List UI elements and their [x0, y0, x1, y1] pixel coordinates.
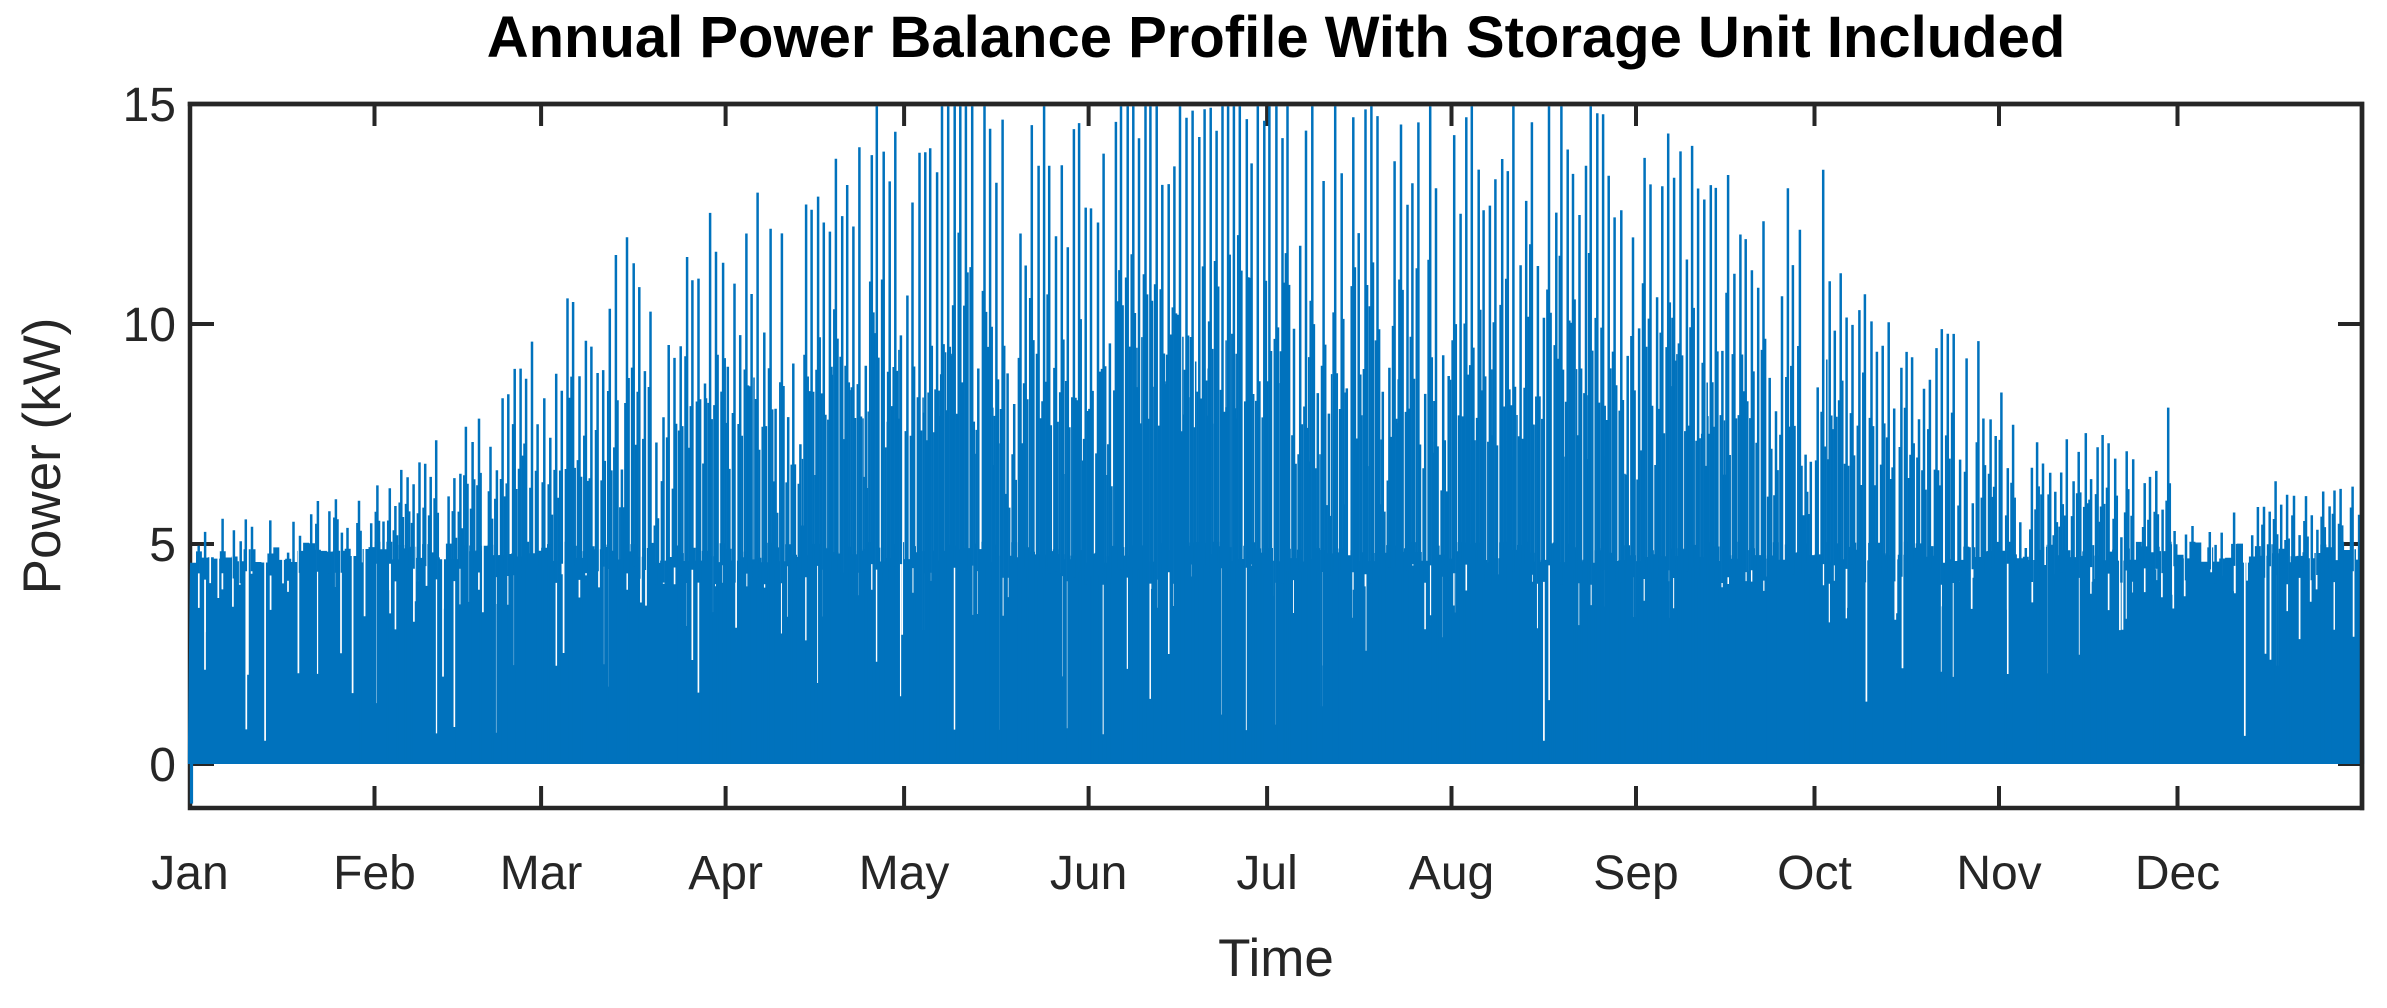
x-tick-label-may: May [859, 847, 950, 900]
x-tick-label-aug: Aug [1409, 847, 1494, 900]
x-tick-label-mar: Mar [500, 847, 583, 900]
chart-title: Annual Power Balance Profile With Storag… [487, 5, 2066, 70]
y-tick-labels: 0 5 10 15 [123, 79, 176, 792]
axis-border-overlay [187, 101, 2365, 811]
x-tick-label-oct: Oct [1777, 847, 1852, 900]
y-axis-label: Power (kW) [13, 318, 72, 595]
x-axis-label: Time [1218, 929, 1334, 988]
secondary-spikes [705, 336, 1828, 760]
axes-border-top-right [187, 101, 2365, 811]
x-tick-label-dec: Dec [2135, 847, 2220, 900]
x-tick-labels: Jan Feb Mar Apr May Jun Jul Aug Sep Oct Nov Dec [151, 847, 2220, 900]
y-tick-label-10: 10 [123, 299, 176, 352]
x-tick-label-feb: Feb [333, 847, 416, 900]
x-tick-label-apr: Apr [688, 847, 763, 900]
y-tick-label-15: 15 [123, 79, 176, 132]
y-tick-label-0: 0 [149, 739, 176, 792]
x-tick-label-jan: Jan [151, 847, 228, 900]
x-tick-label-nov: Nov [1956, 847, 2041, 900]
daily-peak-spikes [197, 106, 2361, 585]
x-tick-label-sep: Sep [1593, 847, 1678, 900]
y-tick-label-5: 5 [149, 519, 176, 572]
x-tick-label-jul: Jul [1236, 847, 1297, 900]
net-power-series [187, 106, 2365, 804]
x-tick-label-jun: Jun [1050, 847, 1127, 900]
